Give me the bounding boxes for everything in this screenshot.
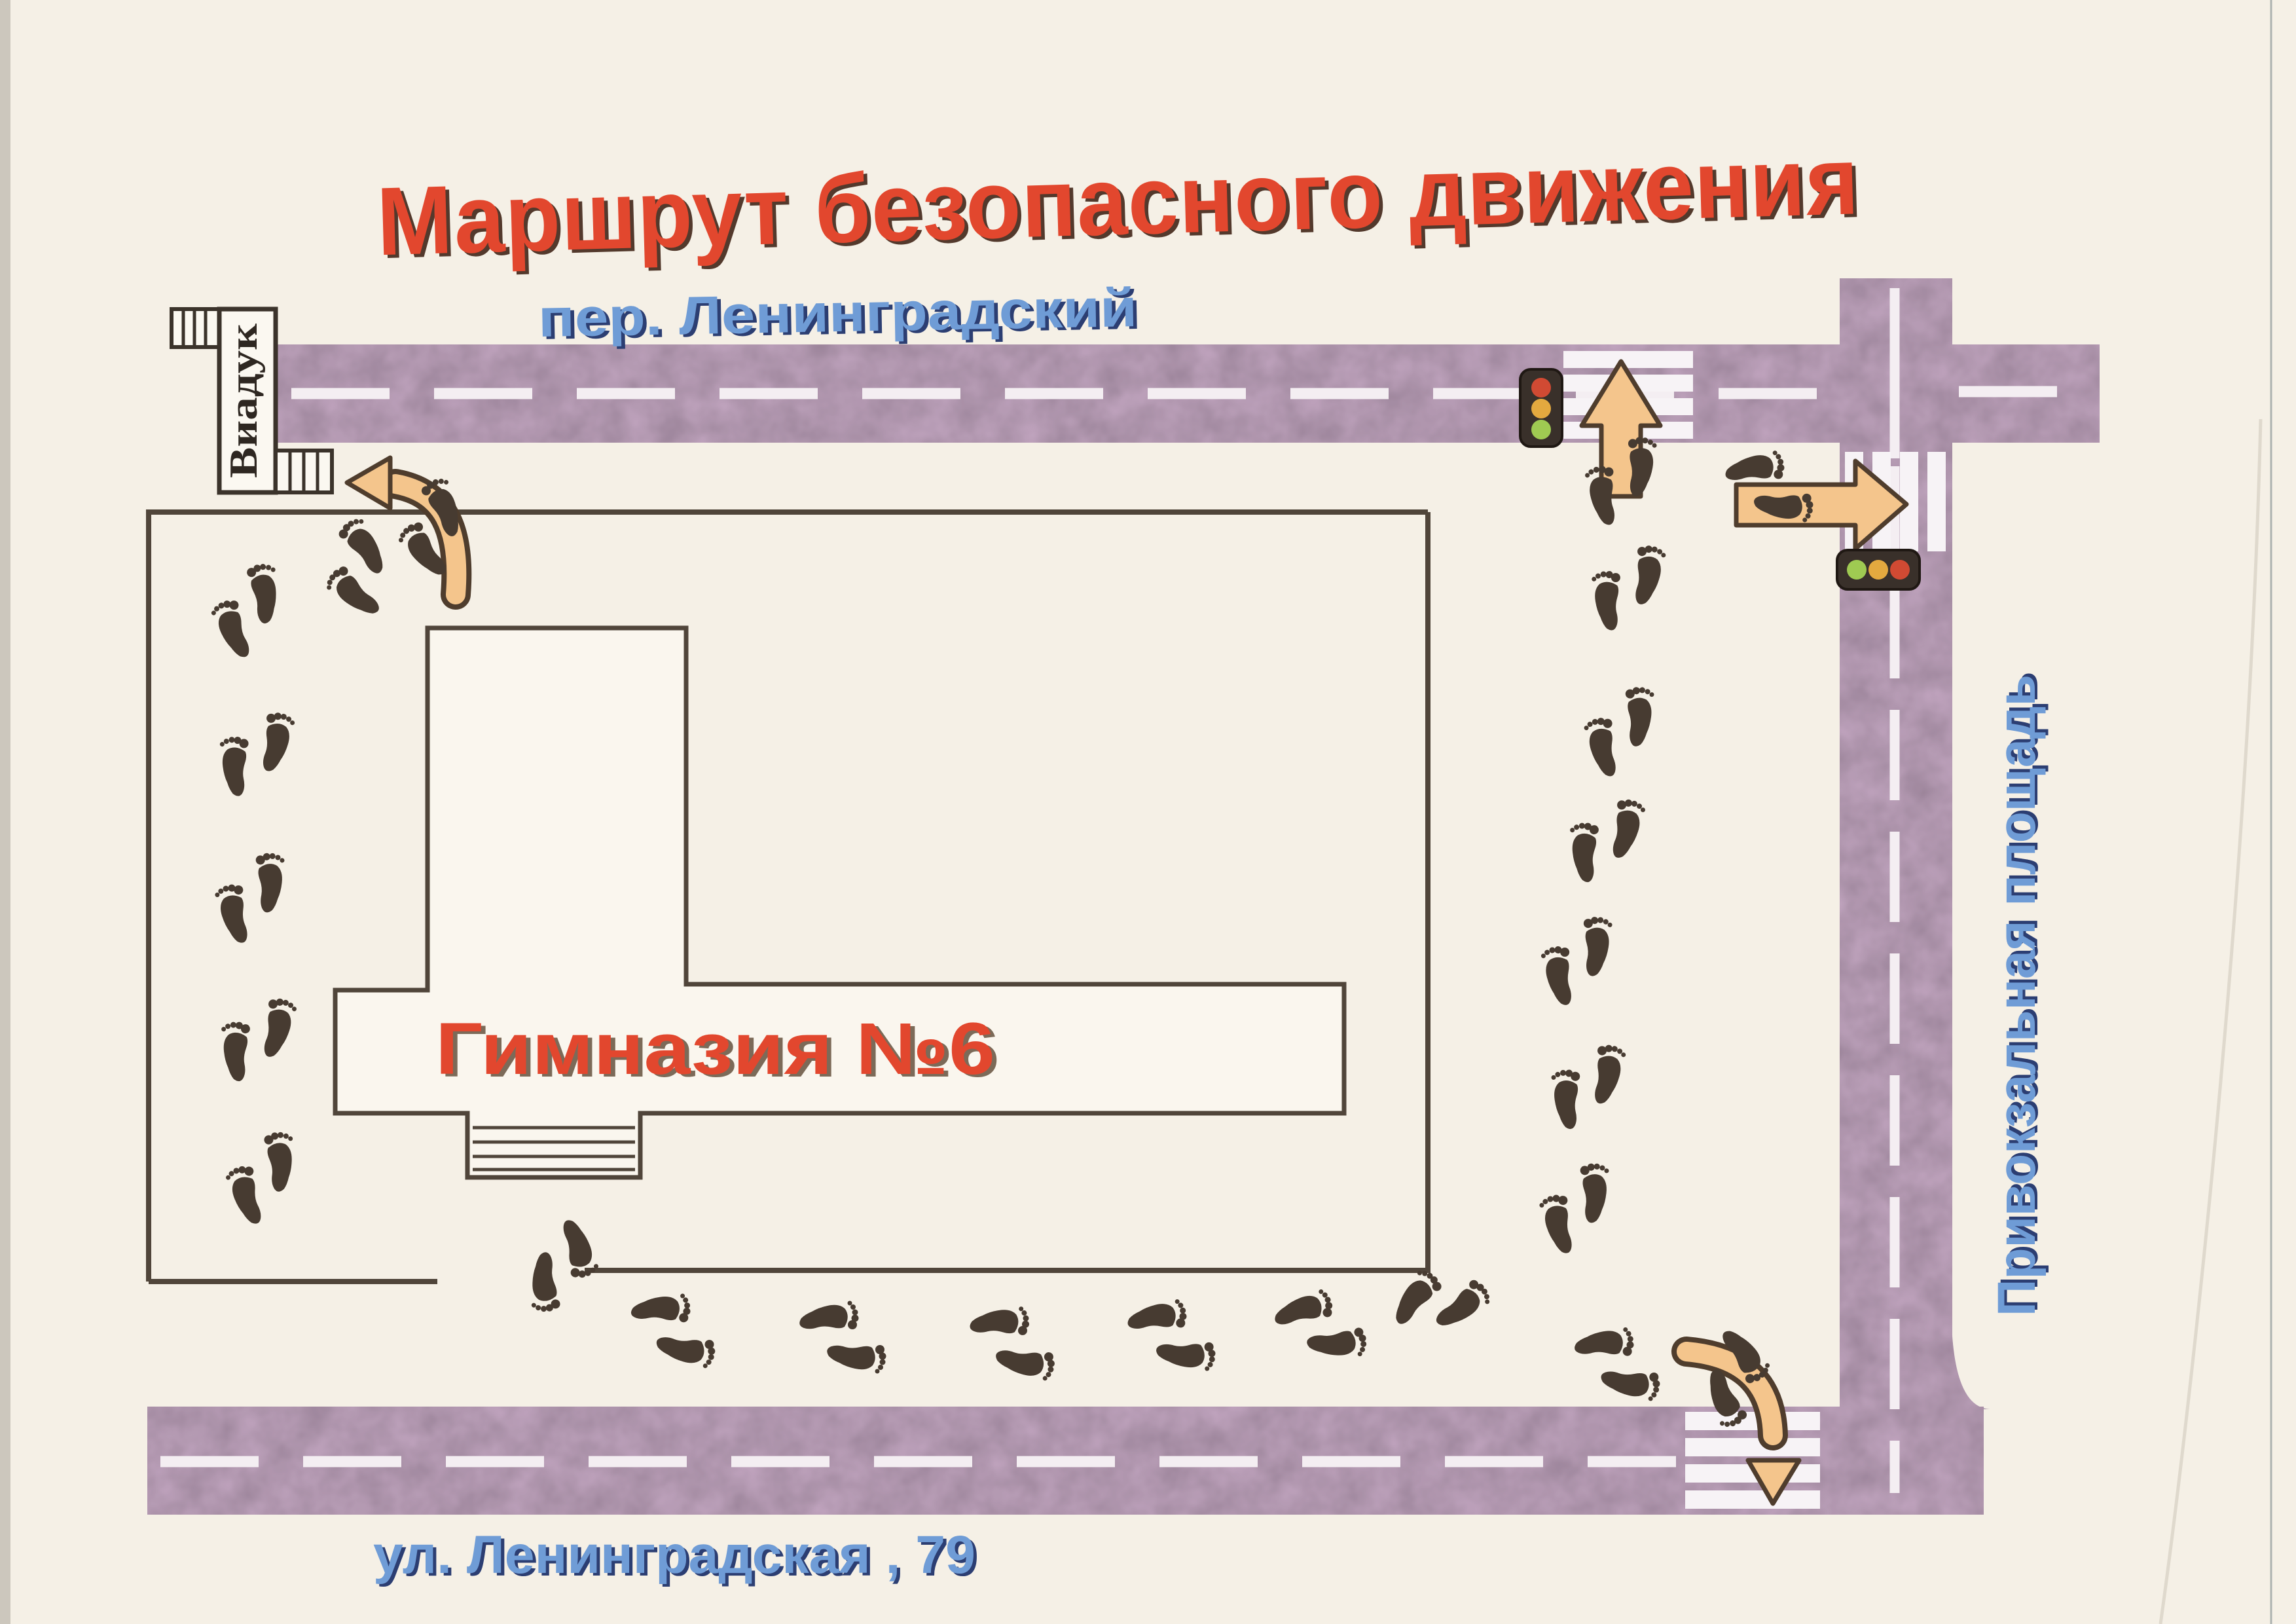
footprints-icon — [1589, 543, 1666, 633]
route-arrow-icon — [1745, 1458, 1802, 1506]
footprints-icon — [303, 513, 415, 627]
footprints-icon — [1573, 1325, 1662, 1401]
road-markings — [160, 288, 2095, 1493]
green-light — [1531, 420, 1551, 439]
route-arrow-icon — [1734, 458, 1909, 551]
traffic-light-top — [1519, 368, 1563, 448]
footprints-icon — [1127, 1298, 1216, 1374]
footprints-icon — [799, 1301, 886, 1374]
footprints-icon — [518, 1217, 604, 1314]
viaduct-stairs-steps — [181, 309, 208, 347]
footprints-icon — [1271, 1283, 1369, 1369]
school-building — [333, 625, 1347, 1180]
footprints-icon — [628, 1290, 720, 1369]
green-light — [1847, 560, 1867, 580]
footprints-icon — [211, 851, 293, 945]
school-grounds-fence — [146, 509, 1430, 1284]
zebra-crosswalk-icon — [1685, 1438, 1820, 1456]
footprints-icon — [1565, 794, 1646, 887]
footprints-icon — [219, 1130, 306, 1227]
footprints-icon — [1539, 916, 1616, 1006]
footprints-icon — [203, 561, 295, 662]
footprints-icon — [215, 708, 295, 800]
route-arrow-icon — [344, 455, 393, 511]
street-label-bottom: ул. Ленинградская , 79 — [373, 1525, 975, 1585]
viaduct-crosswalk-stripes — [288, 451, 319, 492]
paper-crease — [2159, 418, 2263, 1624]
yellow-light — [1531, 399, 1551, 418]
street-label-right: Привокзальная площадь — [1987, 674, 2047, 1316]
red-light — [1531, 378, 1551, 397]
school-label: Гимназия №6 — [435, 1008, 995, 1090]
footprints-icon — [1581, 686, 1661, 778]
footprints-icon — [967, 1304, 1057, 1381]
footprints-icon — [1383, 1246, 1495, 1358]
trail-bottom — [518, 1217, 1495, 1381]
street-label-top: пер. Ленинградский — [538, 278, 1137, 348]
zebra-crosswalk-icon — [1685, 1490, 1820, 1509]
footprints-icon — [1536, 1162, 1617, 1255]
zebra-crosswalk-icon — [1563, 351, 1693, 368]
viaduct-sign — [217, 306, 278, 495]
footprints-icon — [216, 993, 297, 1086]
viaduct-label: Виадук — [222, 323, 265, 478]
yellow-light — [1868, 560, 1888, 580]
entrance-steps — [473, 1126, 635, 1172]
red-light — [1890, 560, 1910, 580]
road-corner — [1952, 1336, 1990, 1409]
arrow-right-crossing — [1734, 458, 1909, 551]
traffic-light-right — [1836, 549, 1921, 591]
page-title: Маршрут безопасного движения — [375, 126, 1861, 276]
viaduct: Виадук — [170, 306, 334, 495]
zebra-crosswalk-icon — [1685, 1412, 1820, 1430]
trail-right — [1536, 437, 1814, 1256]
scan-edge-shadow — [0, 0, 10, 1624]
footprints-icon — [1548, 1041, 1626, 1133]
zebra-crosswalk-icon — [1927, 452, 1946, 551]
